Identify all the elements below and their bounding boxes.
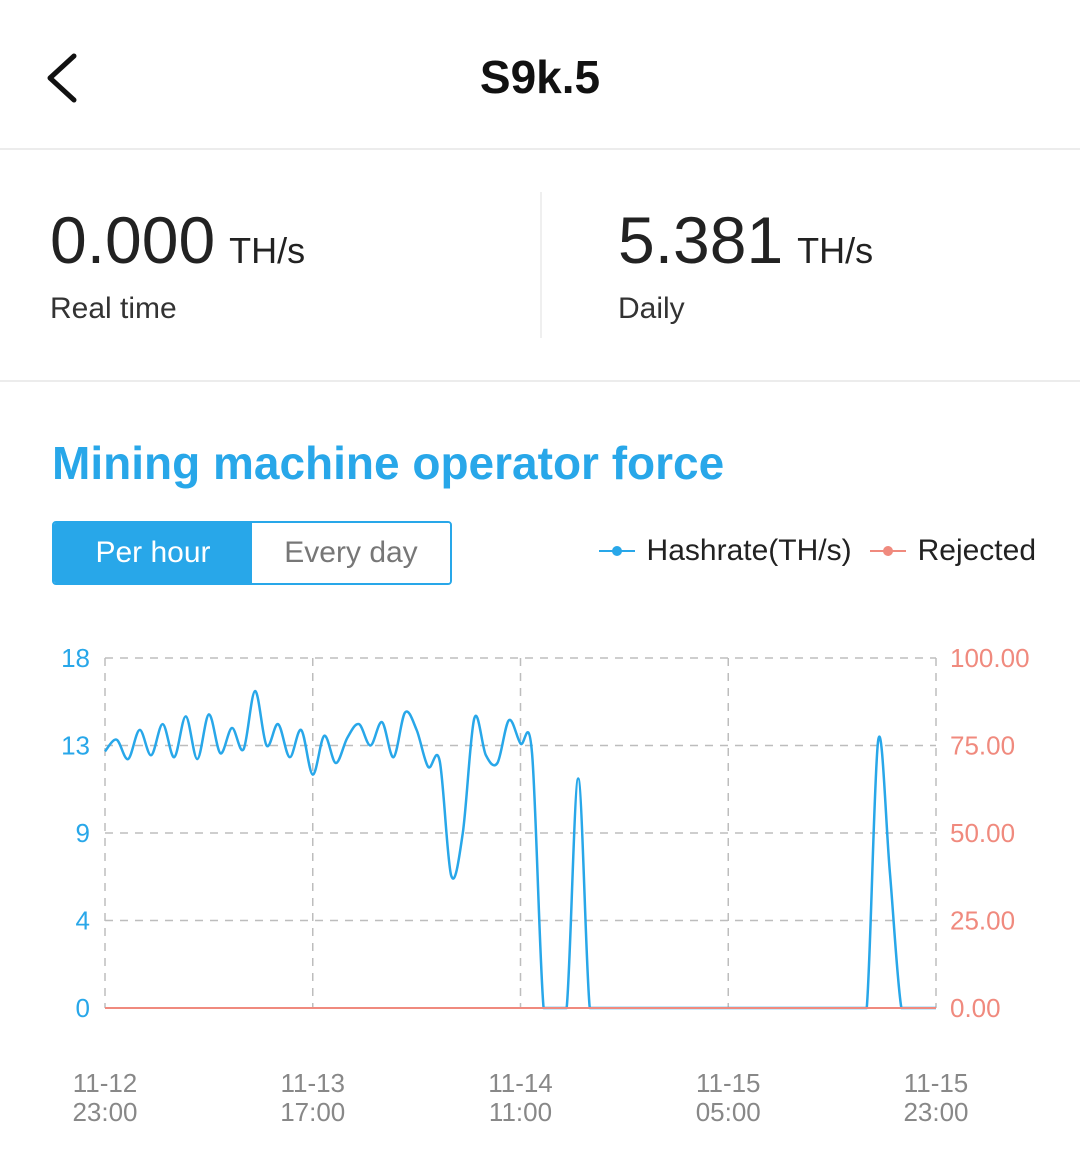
y-right-tick: 75.00 — [950, 731, 1015, 761]
y-right-tick: 0.00 — [950, 993, 1001, 1023]
y-left-tick: 9 — [76, 818, 90, 848]
x-tick-time: 23:00 — [72, 1097, 137, 1127]
hashrate-summary: 0.000 TH/s Real time 5.381 TH/s Daily — [0, 150, 1080, 382]
realtime-value: 0.000 — [50, 203, 216, 277]
x-tick-time: 05:00 — [696, 1097, 761, 1127]
every-day-tab[interactable]: Every day — [252, 523, 450, 583]
y-left-tick: 18 — [61, 643, 90, 673]
x-tick-date: 11-12 — [73, 1068, 138, 1098]
legend-rejected[interactable]: Rejected — [869, 534, 1036, 568]
daily-value: 5.381 — [618, 203, 784, 277]
section-title: Mining machine operator force — [52, 437, 725, 489]
page-title: S9k.5 — [479, 51, 601, 103]
x-tick-date: 11-14 — [488, 1068, 553, 1098]
back-button[interactable] — [28, 40, 100, 112]
daily-label: Daily — [618, 292, 685, 325]
stat-divider — [540, 192, 542, 338]
legend-rejected-marker — [869, 546, 906, 556]
x-tick-time: 17:00 — [280, 1097, 345, 1127]
legend-hashrate[interactable]: Hashrate(TH/s) — [598, 534, 852, 568]
realtime-unit: TH/s — [229, 230, 306, 271]
top-bar: S9k.5 — [0, 0, 1080, 150]
legend-hashrate-marker — [598, 546, 635, 556]
legend-rejected-label: Rejected — [917, 534, 1036, 567]
realtime-stat: 0.000 TH/s Real time — [50, 200, 305, 326]
x-tick-time: 23:00 — [903, 1097, 968, 1127]
realtime-label: Real time — [50, 292, 177, 325]
y-right-tick: 50.00 — [950, 818, 1015, 848]
per-hour-tab[interactable]: Per hour — [54, 523, 252, 583]
legend-hashrate-label: Hashrate(TH/s) — [646, 534, 852, 567]
y-left-tick: 0 — [76, 993, 90, 1023]
chevron-left-icon — [47, 53, 77, 103]
daily-stat: 5.381 TH/s Daily — [618, 200, 873, 326]
period-toggle: Per hour Every day — [52, 521, 452, 585]
x-tick-date: 11-15 — [904, 1068, 969, 1098]
y-right-tick: 100.00 — [950, 643, 1030, 673]
x-tick-date: 11-15 — [696, 1068, 761, 1098]
y-left-tick: 13 — [61, 731, 90, 761]
chart-legend: Hashrate(TH/s) Rejected — [598, 534, 1036, 568]
y-right-tick: 25.00 — [950, 906, 1015, 936]
x-tick-time: 11:00 — [489, 1097, 552, 1127]
daily-unit: TH/s — [797, 230, 874, 271]
x-tick-date: 11-13 — [280, 1068, 345, 1098]
y-left-tick: 4 — [76, 906, 90, 936]
